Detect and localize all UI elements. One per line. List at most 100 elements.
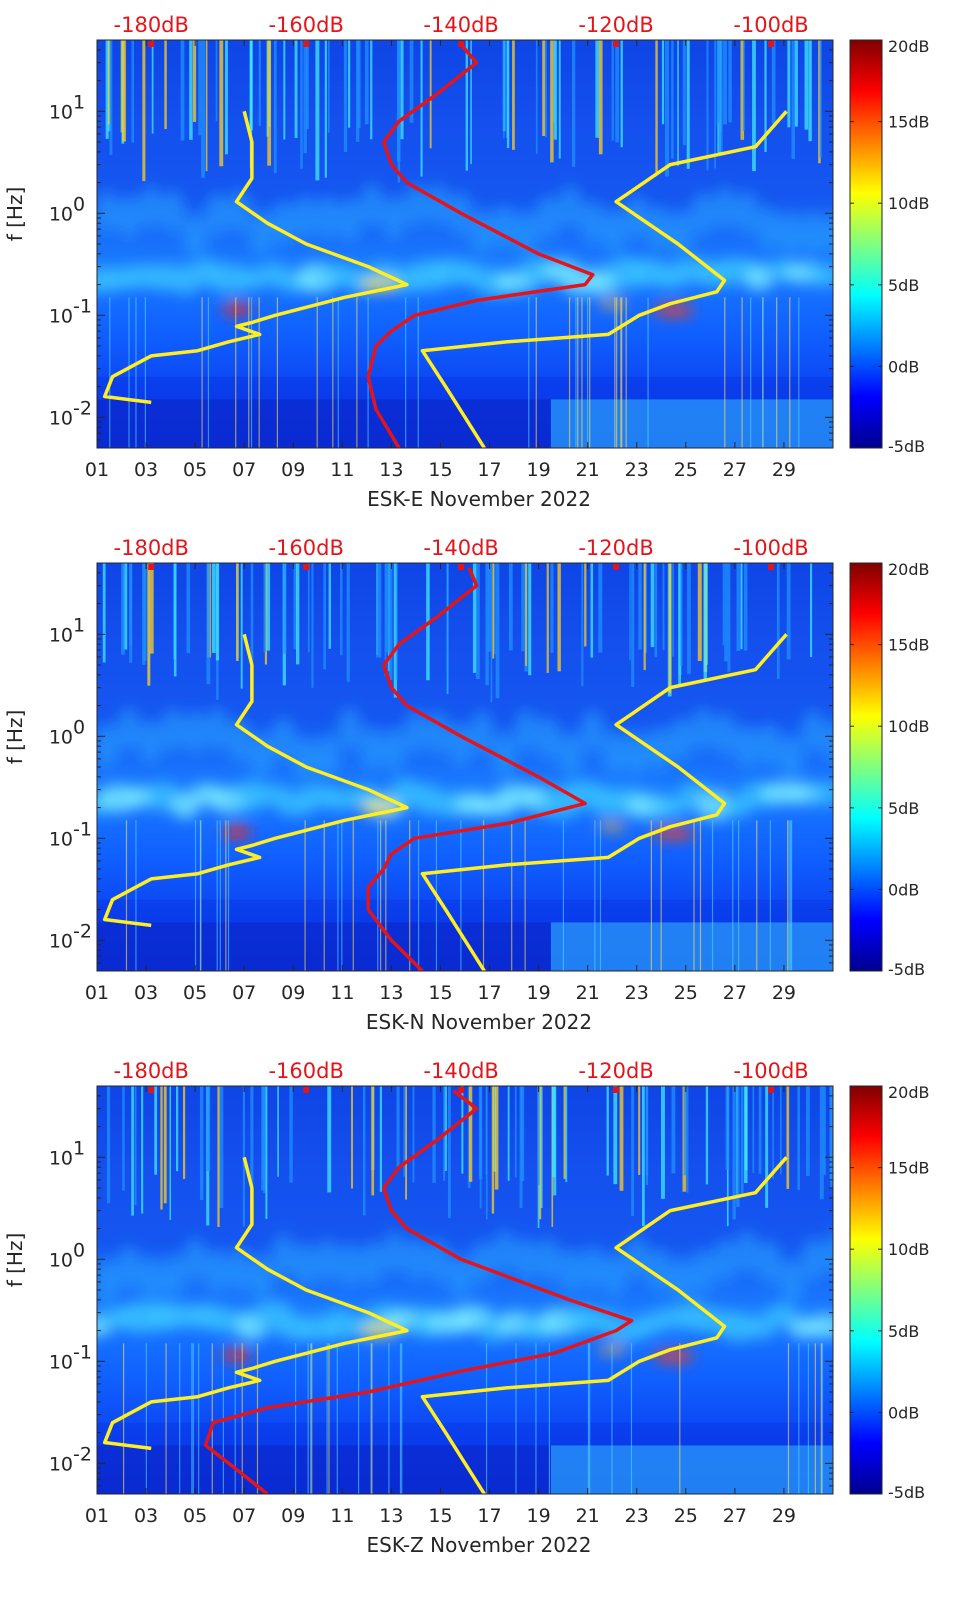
y-tick-label: 10	[49, 930, 73, 952]
y-tick-exponent: 1	[73, 91, 85, 113]
x-tick-label: 19	[527, 459, 551, 481]
colorbar-tick-label: 10dB	[888, 717, 930, 736]
x-tick-label: 21	[576, 982, 600, 1004]
x-tick-label: 21	[576, 459, 600, 481]
y-tick-exponent: -1	[73, 818, 92, 840]
x-tick-label: 03	[134, 982, 158, 1004]
x-tick-label: 27	[723, 459, 747, 481]
colorbar-tick-label: 20dB	[888, 37, 930, 56]
colorbar-tick-label: 15dB	[888, 636, 930, 655]
colorbar: 20dB 15dB 10dB 5dB 0dB -5dB	[849, 560, 930, 979]
top-axis-tick-label: -180dB	[114, 13, 189, 37]
top-axis-tick-label: -140dB	[423, 13, 498, 37]
x-axis-label: ESK-E November 2022	[367, 487, 591, 511]
top-axis-tick-label: -160dB	[268, 536, 343, 560]
x-tick-label: 15	[428, 1505, 452, 1527]
colorbar-tick-label: 5dB	[888, 1322, 919, 1341]
red-curve-2	[366, 567, 587, 971]
y-tick-exponent: -2	[73, 397, 92, 419]
top-axis-tick-label: -120dB	[578, 536, 653, 560]
x-tick-label: 07	[232, 982, 256, 1004]
top-axis-tick-label: -100dB	[733, 1059, 808, 1083]
x-tick-label: 27	[723, 1505, 747, 1527]
y-tick-label: 10	[49, 1147, 73, 1169]
y-tick-label: 10	[49, 1351, 73, 1373]
colorbar-tick-label: 15dB	[888, 1159, 930, 1178]
y-axis-label: f [Hz]	[3, 710, 27, 765]
y-tick-exponent: -2	[73, 920, 92, 942]
top-axis-tick-label: -180dB	[114, 536, 189, 560]
x-tick-label: 07	[232, 459, 256, 481]
top-axis-tick-label: -140dB	[423, 1059, 498, 1083]
colorbar-tick-label: 20dB	[888, 1083, 930, 1102]
x-tick-label: 23	[625, 459, 649, 481]
y-axis-label: f [Hz]	[3, 1233, 27, 1288]
red-curve-2	[203, 1089, 634, 1494]
y-tick-label: 10	[49, 1453, 73, 1475]
colorbar: 20dB 15dB 10dB 5dB 0dB -5dB	[849, 1083, 930, 1502]
x-tick-label: 23	[625, 982, 649, 1004]
y-tick-label: 10	[49, 828, 73, 850]
y-tick-label: 10	[49, 101, 73, 123]
x-tick-label: 05	[183, 1505, 207, 1527]
top-axis-tick-label: -100dB	[733, 13, 808, 37]
colorbar-tick-label: 5dB	[888, 276, 919, 295]
colorbar-tick-label: 5dB	[888, 799, 919, 818]
x-tick-label: 15	[428, 459, 452, 481]
colorbar-tick-label: -5dB	[888, 1483, 925, 1502]
colorbar-tick-label: 0dB	[888, 880, 919, 899]
x-tick-label: 05	[183, 459, 207, 481]
x-tick-label: 25	[674, 1505, 698, 1527]
top-axis-tick-label: -140dB	[423, 536, 498, 560]
x-axis-label: ESK-N November 2022	[366, 1010, 592, 1034]
x-tick-label: 13	[379, 982, 403, 1004]
y-tick-exponent: -1	[73, 1341, 92, 1363]
x-tick-label: 01	[85, 459, 109, 481]
x-tick-label: 23	[625, 1505, 649, 1527]
x-tick-label: 03	[134, 1505, 158, 1527]
x-tick-label: 17	[477, 982, 501, 1004]
y-tick-label: 10	[49, 726, 73, 748]
x-tick-label: 05	[183, 982, 207, 1004]
y-tick-exponent: 1	[73, 614, 85, 636]
yellow-curve-0	[102, 110, 409, 405]
y-tick-label: 10	[49, 203, 73, 225]
y-tick-exponent: 1	[73, 1137, 85, 1159]
x-tick-label: 29	[772, 1505, 796, 1527]
colorbar: 20dB 15dB 10dB 5dB 0dB -5dB	[849, 37, 930, 456]
x-tick-label: 21	[576, 1505, 600, 1527]
colorbar-tick-label: 10dB	[888, 1240, 930, 1259]
x-tick-label: 11	[330, 1505, 354, 1527]
y-tick-label: 10	[49, 305, 73, 327]
x-tick-label: 29	[772, 982, 796, 1004]
x-tick-label: 19	[527, 982, 551, 1004]
yellow-curve-1	[420, 110, 788, 448]
yellow-curve-1	[420, 633, 788, 971]
top-axis-tick-label: -120dB	[578, 13, 653, 37]
x-tick-label: 09	[281, 1505, 305, 1527]
colorbar-tick-label: 0dB	[888, 357, 919, 376]
colorbar-tick-label: -5dB	[888, 960, 925, 979]
x-tick-label: 25	[674, 982, 698, 1004]
x-tick-label: 17	[477, 459, 501, 481]
x-tick-label: 01	[85, 1505, 109, 1527]
spectrogram-image	[97, 40, 833, 448]
spectrogram-image	[97, 563, 833, 971]
colorbar-tick-label: 20dB	[888, 560, 930, 579]
x-tick-label: 15	[428, 982, 452, 1004]
spectrogram-image	[97, 1086, 833, 1494]
y-tick-exponent: -1	[73, 295, 92, 317]
x-tick-label: 13	[379, 459, 403, 481]
y-tick-exponent: 0	[73, 716, 85, 738]
y-tick-label: 10	[49, 407, 73, 429]
y-tick-label: 10	[49, 624, 73, 646]
x-tick-label: 11	[330, 459, 354, 481]
y-tick-exponent: 0	[73, 193, 85, 215]
yellow-curve-0	[102, 1156, 409, 1451]
yellow-curve-0	[102, 633, 409, 928]
x-tick-label: 07	[232, 1505, 256, 1527]
top-axis-tick-label: -100dB	[733, 536, 808, 560]
